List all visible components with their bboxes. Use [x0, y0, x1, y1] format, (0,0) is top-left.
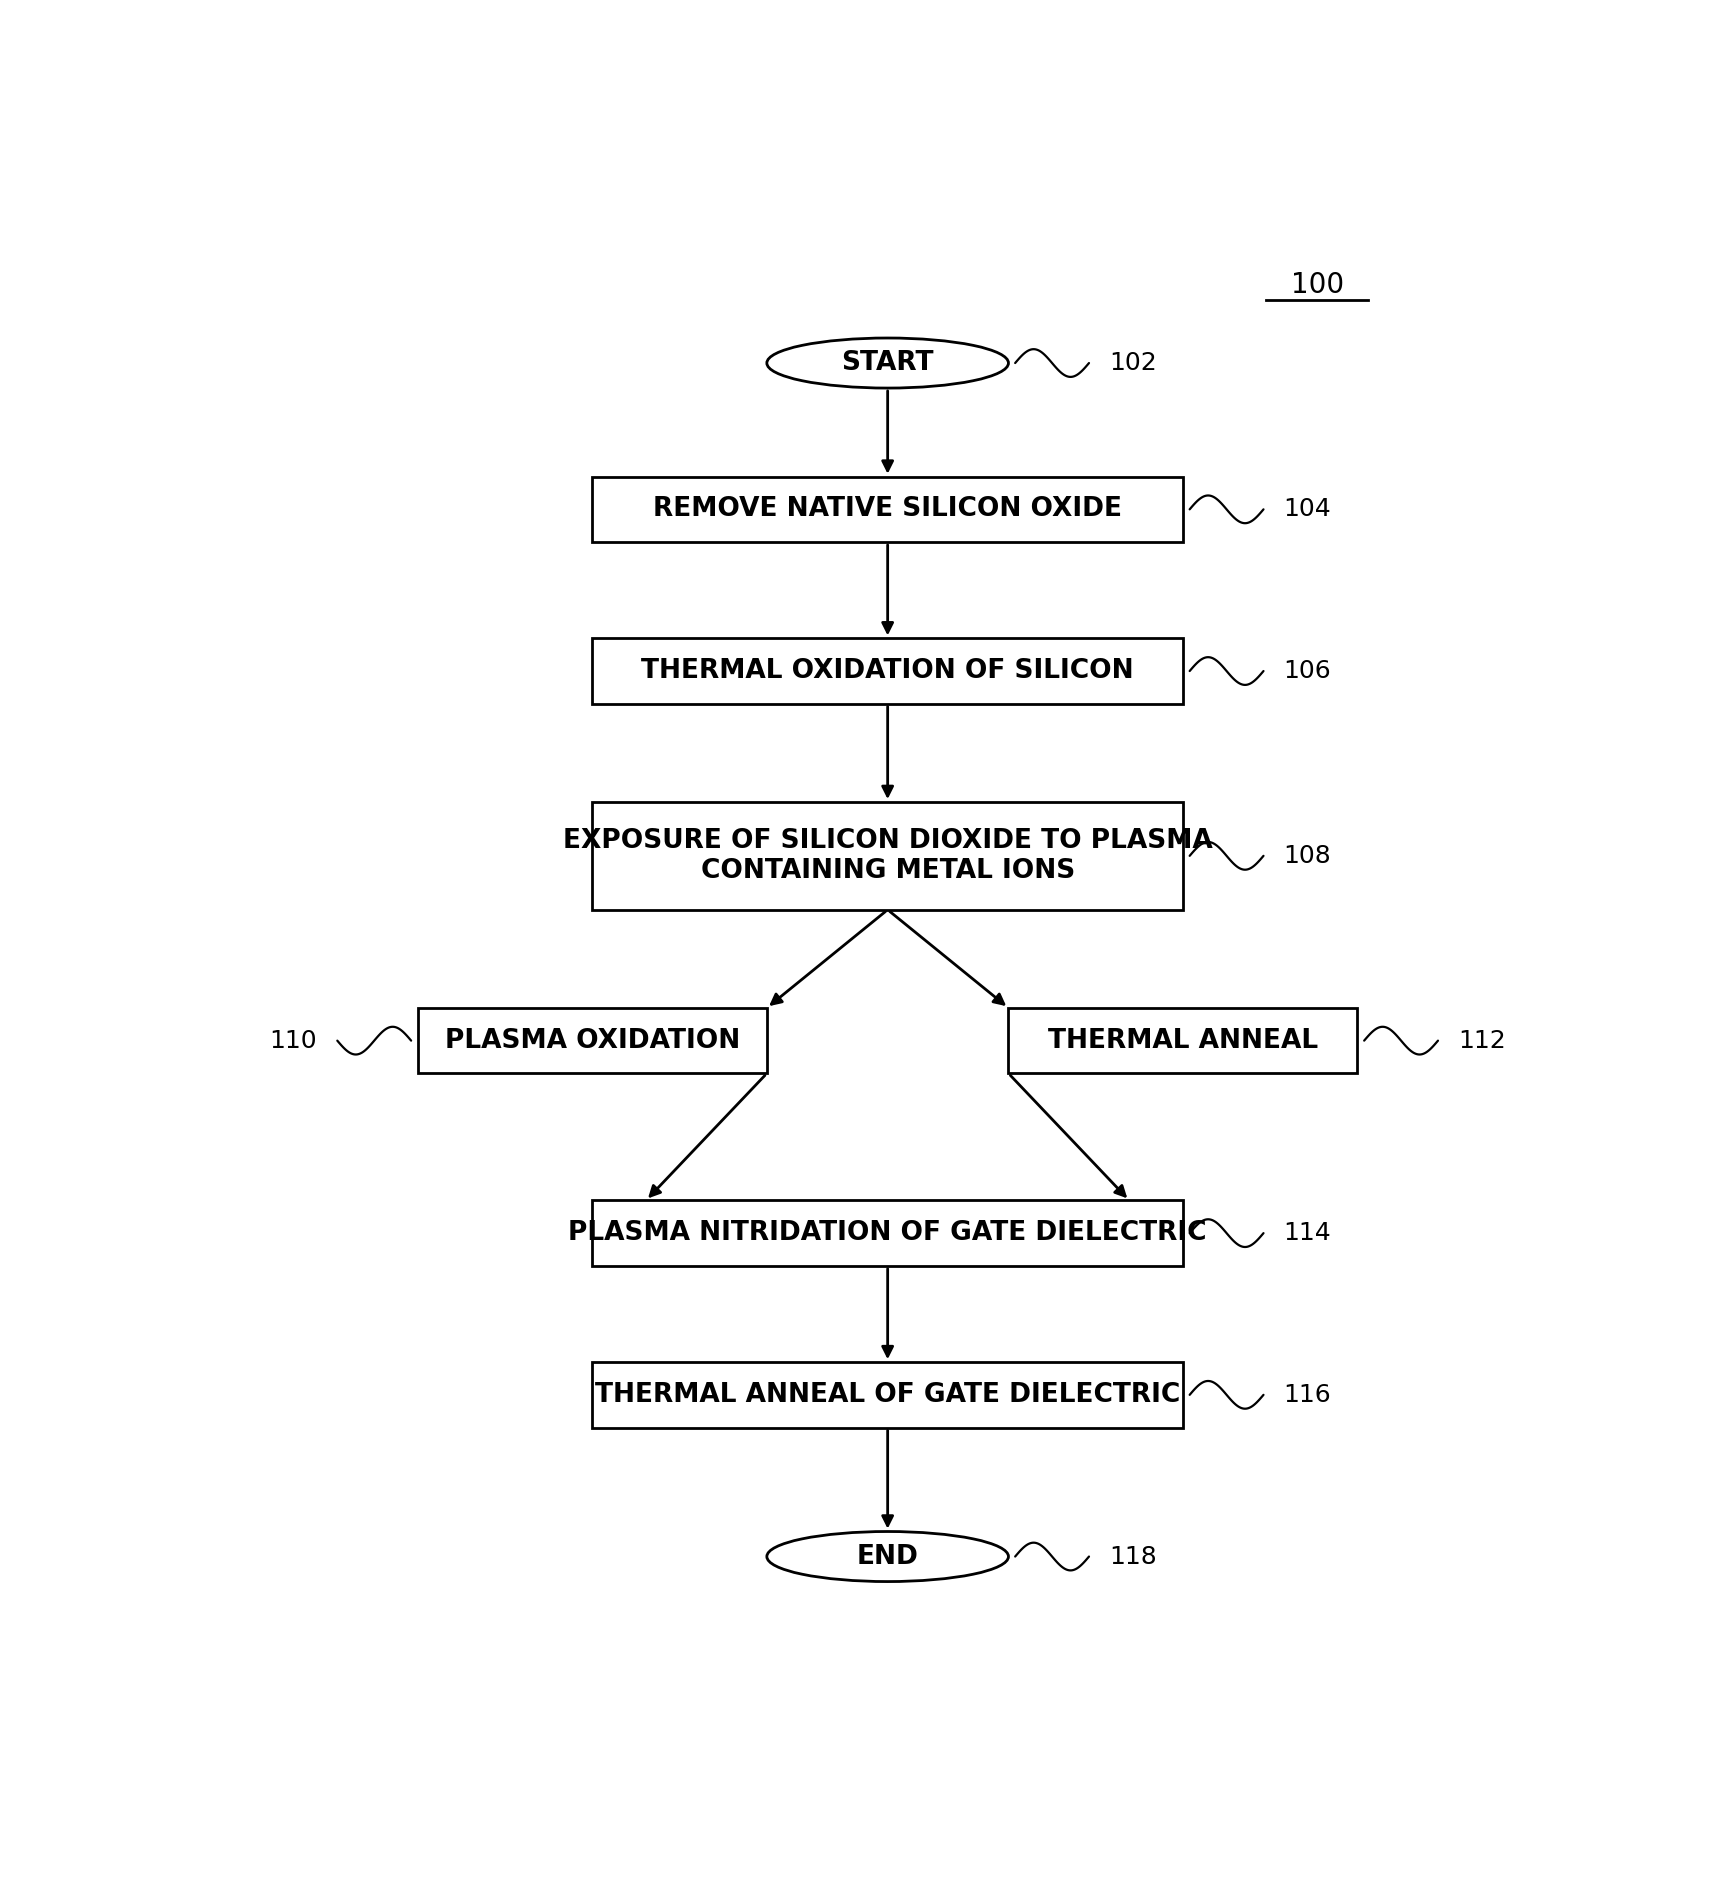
- Text: 112: 112: [1458, 1030, 1505, 1052]
- FancyBboxPatch shape: [592, 1200, 1183, 1267]
- FancyBboxPatch shape: [592, 476, 1183, 542]
- Ellipse shape: [767, 1532, 1008, 1581]
- FancyBboxPatch shape: [592, 639, 1183, 703]
- Text: 118: 118: [1108, 1545, 1157, 1568]
- FancyBboxPatch shape: [1008, 1009, 1358, 1073]
- Text: END: END: [857, 1543, 918, 1570]
- Text: THERMAL OXIDATION OF SILICON: THERMAL OXIDATION OF SILICON: [641, 658, 1134, 684]
- Text: 116: 116: [1283, 1382, 1332, 1407]
- Ellipse shape: [767, 337, 1008, 389]
- Text: THERMAL ANNEAL: THERMAL ANNEAL: [1048, 1028, 1318, 1054]
- Text: PLASMA OXIDATION: PLASMA OXIDATION: [445, 1028, 740, 1054]
- Text: THERMAL ANNEAL OF GATE DIELECTRIC: THERMAL ANNEAL OF GATE DIELECTRIC: [596, 1382, 1179, 1409]
- Text: 106: 106: [1283, 660, 1332, 683]
- Text: 102: 102: [1108, 351, 1157, 375]
- FancyBboxPatch shape: [592, 802, 1183, 910]
- Text: PLASMA NITRIDATION OF GATE DIELECTRIC: PLASMA NITRIDATION OF GATE DIELECTRIC: [568, 1221, 1207, 1246]
- Text: EXPOSURE OF SILICON DIOXIDE TO PLASMA
CONTAINING METAL IONS: EXPOSURE OF SILICON DIOXIDE TO PLASMA CO…: [563, 829, 1212, 884]
- FancyBboxPatch shape: [417, 1009, 767, 1073]
- Text: 114: 114: [1283, 1221, 1332, 1246]
- Text: 110: 110: [270, 1030, 317, 1052]
- Text: REMOVE NATIVE SILICON OXIDE: REMOVE NATIVE SILICON OXIDE: [653, 497, 1122, 521]
- Text: 108: 108: [1283, 844, 1332, 868]
- Text: 100: 100: [1290, 271, 1344, 300]
- FancyBboxPatch shape: [592, 1361, 1183, 1428]
- Text: 104: 104: [1283, 497, 1332, 521]
- Text: START: START: [842, 351, 934, 375]
